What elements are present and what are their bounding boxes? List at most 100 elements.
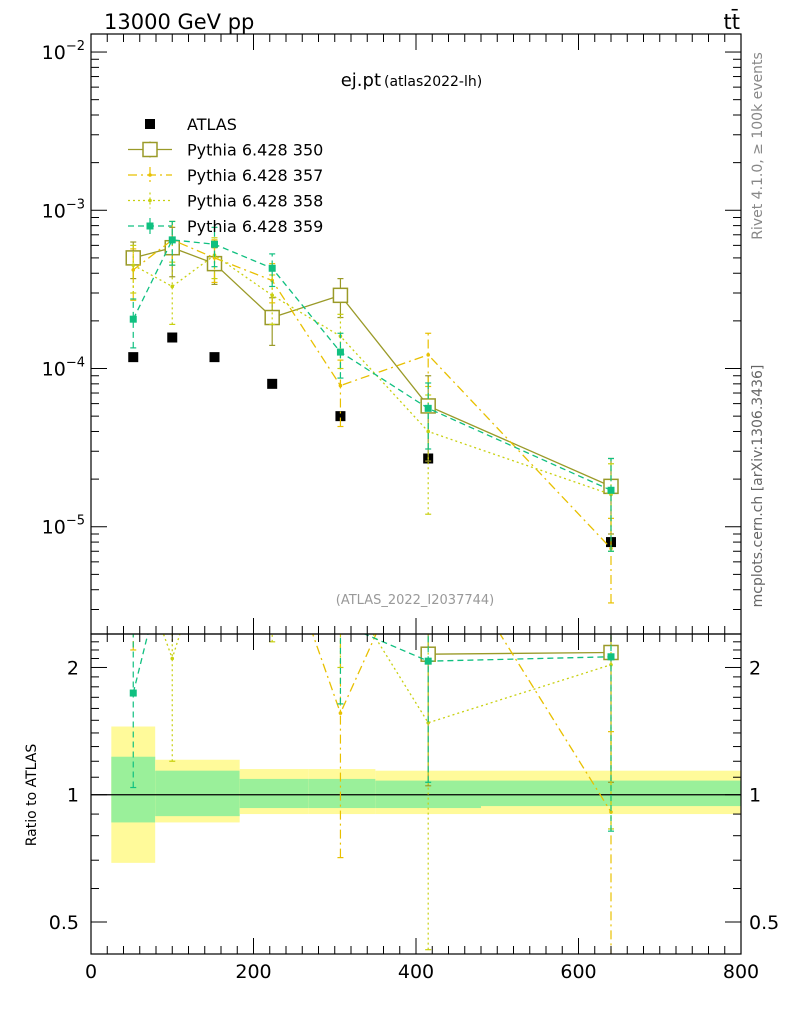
legend-marker	[148, 198, 152, 203]
main-data-point	[338, 383, 343, 388]
ratio-data-point	[131, 563, 135, 567]
ratio-data-point	[607, 653, 615, 661]
ratio-stat-band	[155, 770, 240, 817]
main-series-line	[132, 239, 612, 491]
ratio-series-pythia-6-428-358	[131, 521, 614, 951]
ratio-series-pythia-6-428-350	[420, 634, 619, 787]
legend: ATLAS Pythia 6.428 350 Pythia 6.428 357 Pyt…	[128, 115, 323, 236]
main-data-point	[168, 236, 176, 244]
channel-label: tt̄	[724, 9, 740, 34]
main-data-point	[270, 293, 274, 298]
legend-label: Pythia 6.428 350	[187, 141, 323, 160]
main-ytick-label: 10−2	[42, 39, 85, 64]
ratio-panel: 0 200 400 600 800 0.5 0.5 1 1 2 2 Ratio to ATLAS	[24, 482, 779, 983]
ratio-ylabel: Ratio to ATLAS	[24, 744, 40, 847]
main-data-point	[607, 486, 615, 494]
legend-label: Pythia 6.428 358	[187, 192, 323, 211]
main-axes: 10−5 10−4 10−3 10−2	[42, 33, 742, 635]
ratio-ytick-label: 1	[67, 785, 79, 807]
ratio-data-point	[213, 529, 217, 533]
ratio-data-point	[131, 548, 135, 552]
main-data-point	[170, 284, 175, 289]
legend-label: Pythia 6.428 357	[187, 166, 323, 185]
ratio-axes: 0 200 400 600 800 0.5 0.5 1 1 2 2	[49, 633, 779, 983]
analysis-watermark: (ATLAS_2022_I2037744)	[336, 593, 494, 608]
ratio-ytick-label: 0.5	[49, 912, 79, 934]
ratio-stat-band	[111, 756, 156, 823]
legend-marker	[145, 119, 155, 129]
ratio-ytick-label-right: 1	[749, 785, 761, 807]
main-panel: ej.pt (atlas2022-lh) (ATLAS_2022_I203774…	[42, 33, 742, 635]
main-data-point	[267, 378, 278, 389]
main-series-pythia-6-428-359	[129, 220, 615, 552]
main-data-point	[424, 404, 432, 412]
legend-label: ATLAS	[187, 115, 237, 134]
chart-subtitle: (atlas2022-lh)	[384, 74, 482, 90]
main-data-point	[167, 332, 178, 343]
ratio-data-point	[213, 521, 217, 525]
main-series-pythia-6-428-350	[125, 226, 619, 535]
main-data-point	[268, 264, 276, 272]
ratio-series-pythia-6-428-359	[129, 482, 615, 832]
xtick-label: 600	[560, 961, 596, 983]
main-series-pythia-6-428-358	[130, 237, 614, 552]
main-data-point	[426, 429, 430, 434]
main-series-line	[133, 247, 612, 487]
ratio-data-point	[211, 489, 218, 496]
process-label: 13000 GeV pp	[104, 10, 254, 34]
main-series-line	[132, 239, 612, 549]
main-series-line	[132, 254, 612, 496]
xtick-label: 200	[235, 961, 271, 983]
chart-title: ej.pt	[341, 70, 381, 91]
legend-entry-atlas: ATLAS	[145, 115, 237, 134]
ratio-data-point	[339, 579, 343, 583]
ratio-data-point	[337, 620, 344, 627]
main-data-point	[209, 352, 220, 363]
legend-marker	[142, 141, 158, 158]
ratio-stat-band	[308, 778, 376, 809]
rivet-version-label: Rivet 4.1.0, ≥ 100k events	[750, 52, 766, 240]
main-ytick-label: 10−4	[42, 356, 85, 381]
ratio-series-line	[162, 634, 612, 724]
xtick-label: 800	[723, 961, 759, 983]
main-series-group	[125, 220, 619, 604]
ratio-data-point	[270, 558, 274, 562]
main-data-point	[129, 315, 137, 323]
ratio-data-point	[426, 517, 430, 521]
ratio-data-point	[169, 532, 176, 539]
ratio-ytick-label: 2	[67, 657, 79, 679]
ratio-series-pythia-6-428-357	[130, 517, 614, 954]
ratio-ytick-label-right: 2	[749, 657, 761, 679]
legend-entry-pythia-6-428-357: Pythia 6.428 357	[128, 166, 323, 185]
ratio-data-point	[170, 656, 175, 661]
main-data-point	[335, 411, 346, 422]
xtick-label: 400	[398, 961, 434, 983]
ratio-data-point	[609, 662, 613, 667]
legend-marker	[146, 222, 154, 230]
ratio-data-point	[270, 517, 274, 521]
ratio-data-point	[129, 689, 137, 697]
main-data-point	[332, 287, 349, 304]
legend-label: Pythia 6.428 359	[187, 217, 323, 236]
legend-entry-pythia-6-428-358: Pythia 6.428 358	[128, 192, 323, 211]
main-data-point	[211, 240, 218, 248]
ratio-series-line	[428, 651, 612, 655]
legend-entry-pythia-6-428-350: Pythia 6.428 350	[128, 141, 323, 160]
ratio-data-point	[269, 482, 276, 489]
main-data-point	[131, 268, 136, 272]
main-ytick-label: 10−3	[42, 197, 85, 222]
ratio-series-line	[132, 634, 612, 694]
source-label: mcplots.cern.ch [arXiv:1306.3436]	[750, 365, 766, 608]
legend-entry-pythia-6-428-359: Pythia 6.428 359	[128, 217, 323, 236]
ratio-data-point	[338, 711, 343, 715]
main-data-point	[128, 352, 139, 363]
ratio-series-group	[129, 482, 619, 954]
ratio-data-point	[170, 534, 174, 538]
main-ytick-label: 10−5	[42, 514, 85, 539]
ratio-data-point	[424, 657, 432, 665]
main-data-point	[426, 353, 430, 357]
legend-marker	[148, 173, 152, 177]
ratio-uncertainty-bands	[91, 726, 741, 863]
ratio-data-point	[426, 720, 430, 725]
